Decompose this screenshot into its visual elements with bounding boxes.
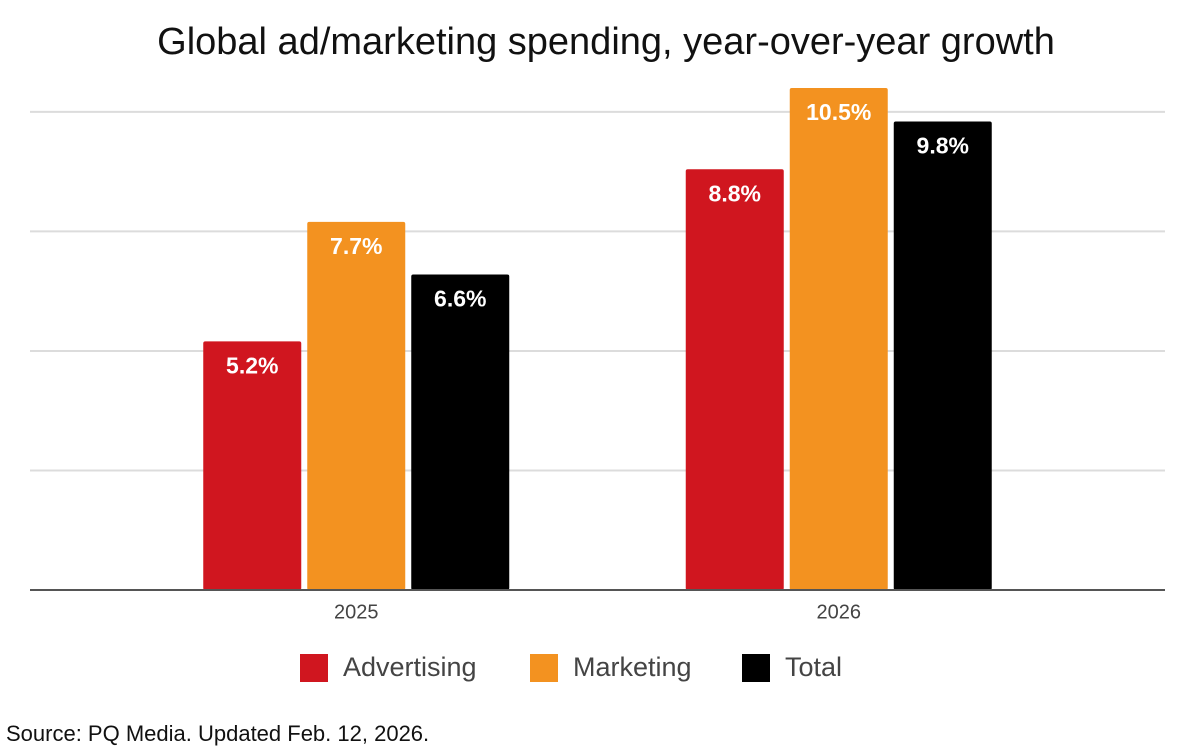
bar (203, 341, 302, 590)
bar (789, 88, 888, 590)
legend-swatch (742, 654, 770, 682)
legend-label: Advertising (343, 652, 477, 682)
x-tick-label: 2025 (334, 601, 379, 623)
value-label: 10.5% (806, 99, 871, 125)
legend-swatch (300, 654, 328, 682)
x-tick-label: 2026 (817, 601, 862, 623)
value-label: 7.7% (330, 233, 382, 259)
legend-label: Marketing (573, 652, 692, 682)
bar (893, 121, 992, 590)
value-label: 6.6% (434, 286, 486, 312)
bar (411, 274, 510, 590)
value-label: 8.8% (709, 180, 761, 206)
value-label: 5.2% (226, 352, 278, 378)
value-label: 9.8% (917, 133, 969, 159)
bar (307, 221, 406, 590)
legend-swatch (530, 654, 558, 682)
legend-label: Total (785, 652, 842, 682)
chart-title: Global ad/marketing spending, year-over-… (157, 21, 1055, 63)
source-note: Source: PQ Media. Updated Feb. 12, 2026. (6, 721, 429, 746)
bar (685, 169, 784, 590)
